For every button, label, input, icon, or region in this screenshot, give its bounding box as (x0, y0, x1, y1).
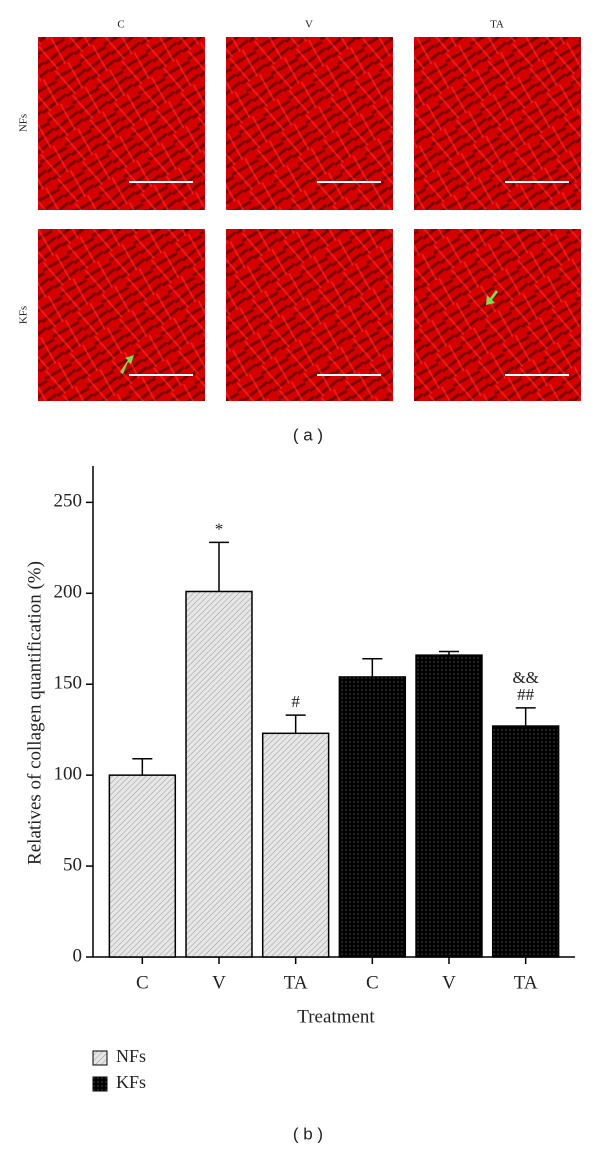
x-tick-label: TA (514, 972, 538, 993)
x-tick-label: C (136, 972, 149, 993)
legend-swatch (92, 1076, 108, 1092)
x-axis-label: Treatment (297, 1006, 375, 1027)
significance-mark: # (291, 692, 300, 711)
row-label: KFs (18, 306, 30, 324)
row-label: NFs (18, 114, 30, 132)
x-tick-label: C (366, 972, 379, 993)
y-tick-label: 100 (54, 764, 83, 785)
bar (415, 654, 483, 958)
legend-swatch (92, 1050, 108, 1066)
x-tick-label: V (212, 972, 226, 993)
bar (108, 774, 177, 958)
micrograph (414, 37, 581, 210)
micrograph (38, 37, 205, 210)
bar (338, 676, 407, 958)
significance-mark: ## (517, 685, 535, 704)
x-tick-label: TA (284, 972, 308, 993)
micrograph (226, 229, 393, 401)
micrographs (38, 37, 581, 401)
y-axis-label: Relatives of collagen quantification (%) (24, 561, 45, 865)
legend-label: NFs (116, 1046, 146, 1066)
y-tick-label: 250 (54, 491, 83, 512)
scale-bars (129, 181, 569, 376)
y-tick-label: 150 (54, 673, 83, 694)
panel-label: ( b ) (293, 1124, 323, 1143)
y-tick-label: 50 (63, 854, 82, 875)
column-label: C (117, 19, 124, 31)
x-tick-label: V (442, 972, 456, 993)
significance-mark: * (215, 519, 224, 538)
bar (261, 732, 330, 958)
legend-label: KFs (116, 1072, 146, 1092)
bar (185, 590, 253, 958)
micrograph (226, 37, 393, 210)
micrograph (414, 229, 581, 401)
arrow (486, 290, 498, 305)
column-label: V (305, 19, 313, 31)
significance-mark: && (512, 668, 538, 687)
y-tick-label: 0 (73, 945, 83, 966)
y-tick-label: 200 (54, 582, 83, 603)
arrow (120, 355, 134, 374)
panel-label: ( a ) (293, 425, 323, 444)
column-label: TA (490, 19, 504, 31)
bar (491, 725, 560, 958)
